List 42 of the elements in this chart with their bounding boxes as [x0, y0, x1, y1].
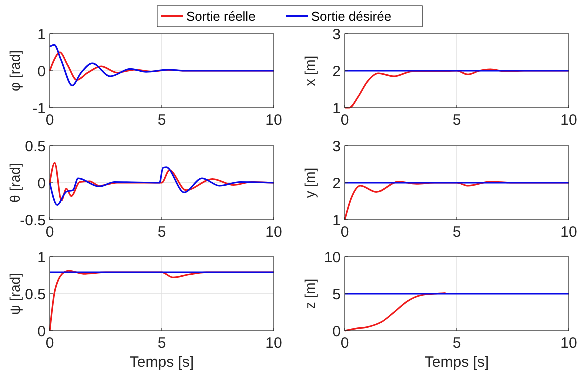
y-tick-label: 0.5 [25, 138, 46, 156]
x-tick-label: 10 [560, 224, 578, 241]
y-tick-label: 5 [332, 286, 341, 304]
x-tick-label: 10 [266, 335, 282, 352]
y-axis-title: θ [rad] [7, 163, 23, 203]
x-tick-label: 10 [560, 112, 578, 129]
x-tick-label: 5 [158, 335, 166, 352]
y-tick-label: 0 [38, 175, 46, 192]
line-series [49, 44, 275, 87]
y-tick-label: 0.5 [25, 286, 46, 304]
x-tick-label: 5 [158, 224, 166, 241]
y-tick-label: 1 [332, 212, 341, 230]
y-axis-title: ψ [rad] [7, 273, 23, 315]
y-axis-title: z [m] [302, 278, 318, 310]
x-tick-label: 5 [452, 112, 462, 129]
x-axis-title: Temps [s] [130, 354, 194, 371]
x-tick-label: 5 [158, 112, 166, 129]
y-tick-label: 10 [324, 249, 341, 266]
y-tick-label: 0 [38, 323, 46, 340]
legend-label: Sortie réelle [186, 9, 256, 24]
y-axis-title: φ [rad] [7, 50, 23, 92]
y-tick-label: 0 [332, 323, 341, 340]
y-tick-label: -1 [32, 100, 46, 118]
x-tick-label: 10 [266, 224, 282, 241]
y-tick-label: 3 [332, 26, 341, 44]
x-axis-title: Temps [s] [424, 354, 490, 371]
y-axis-title: x [m] [302, 56, 318, 86]
line-series [344, 292, 447, 332]
x-tick-label: 5 [452, 224, 462, 241]
y-tick-label: 3 [332, 138, 341, 156]
legend-label: Sortie désirée [311, 9, 392, 24]
y-axis-title: y [m] [302, 168, 318, 198]
x-tick-label: 10 [266, 112, 282, 129]
x-tick-label: 10 [560, 335, 578, 352]
y-tick-label: -0.5 [20, 212, 46, 230]
y-tick-label: 0 [38, 63, 46, 80]
y-tick-label: 2 [332, 63, 341, 80]
y-tick-label: 1 [332, 100, 341, 118]
y-tick-label: 1 [38, 249, 46, 266]
x-tick-label: 5 [452, 335, 462, 352]
y-tick-label: 1 [38, 26, 46, 44]
y-tick-label: 2 [332, 175, 341, 192]
